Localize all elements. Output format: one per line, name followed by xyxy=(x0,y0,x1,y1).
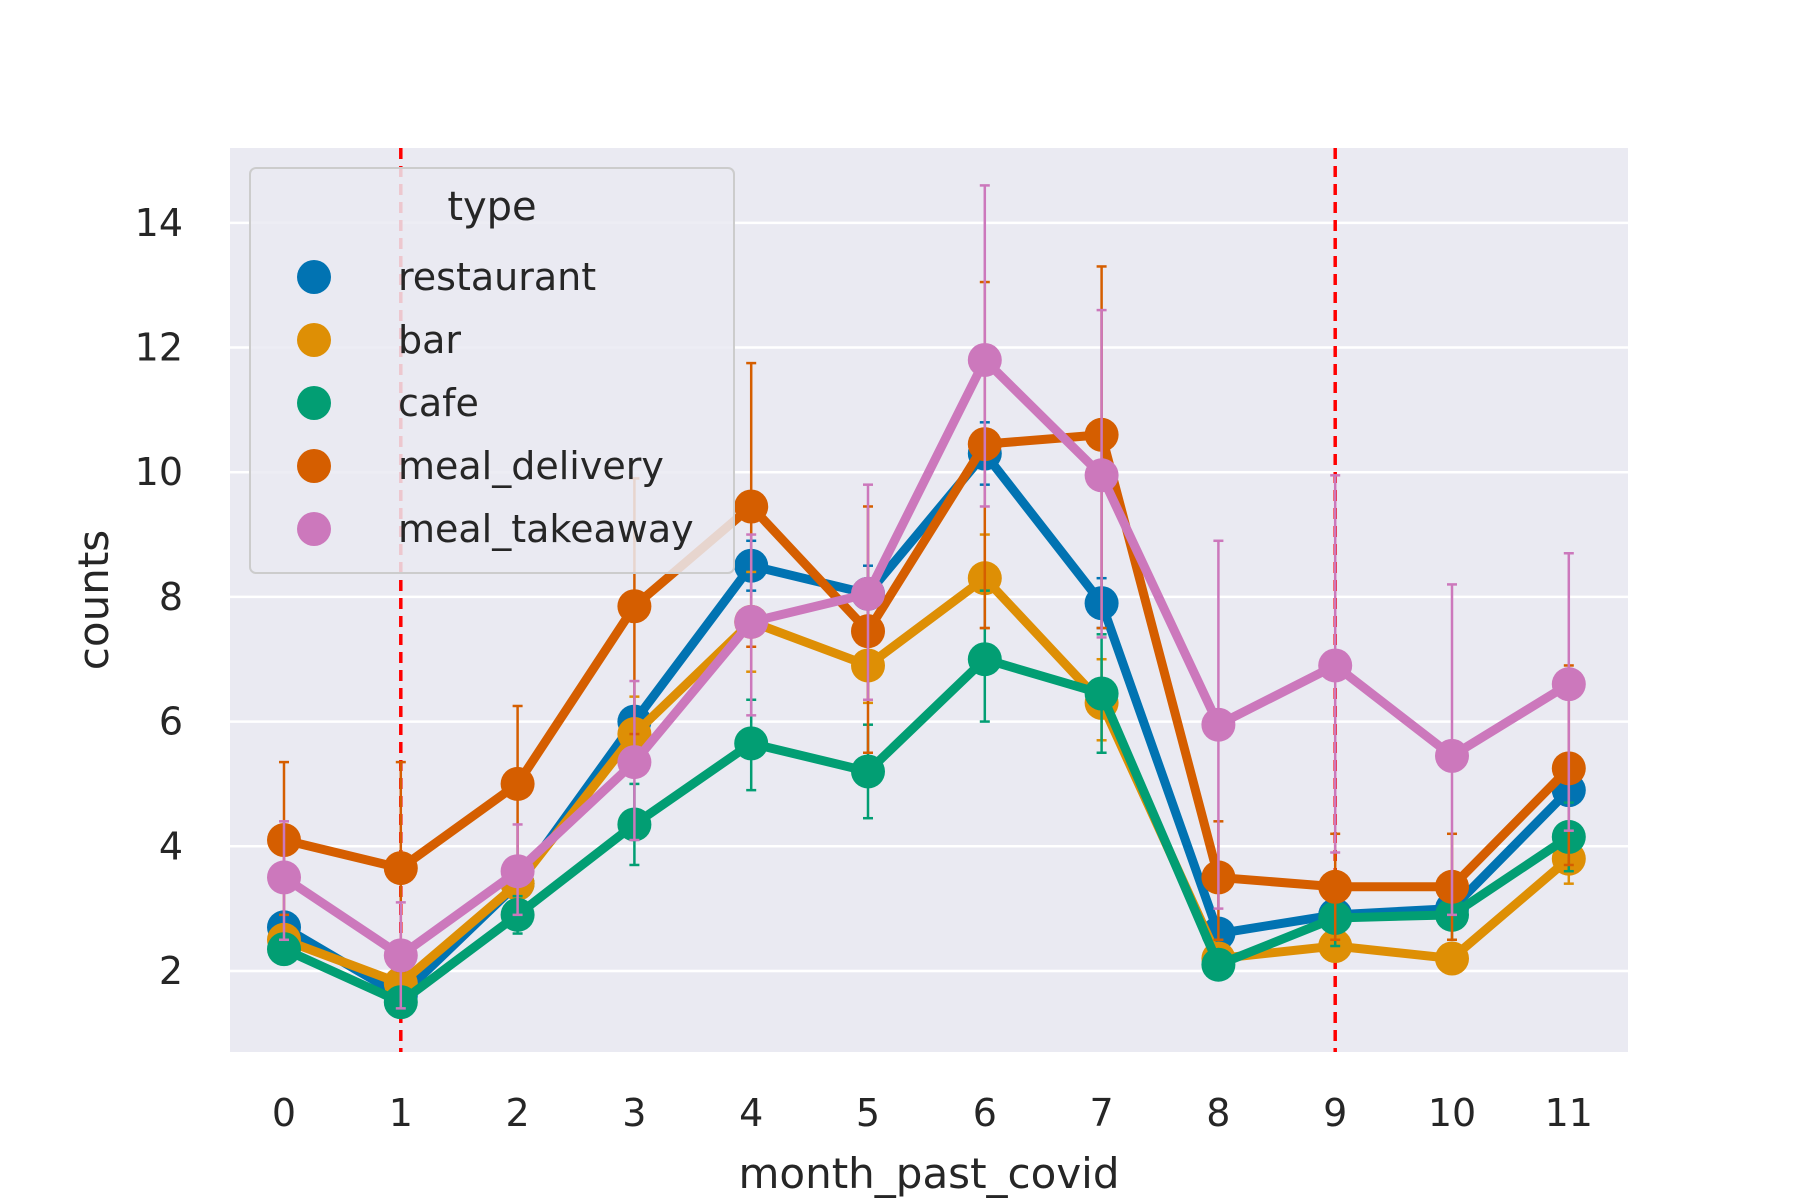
legend-label: restaurant xyxy=(398,255,596,299)
data-point xyxy=(500,854,535,889)
legend-label: cafe xyxy=(398,381,479,425)
y-tick-label: 14 xyxy=(135,201,183,245)
data-point xyxy=(1084,458,1119,493)
data-point xyxy=(1435,738,1469,773)
series-cafe xyxy=(267,589,1586,1020)
x-tick-label: 5 xyxy=(856,1091,880,1135)
legend-marker xyxy=(297,512,331,546)
legend-title: type xyxy=(447,184,536,230)
grid-lines xyxy=(230,221,1628,973)
data-point xyxy=(383,851,418,886)
x-tick-label: 2 xyxy=(506,1091,530,1135)
data-point xyxy=(617,589,652,624)
x-axis-label: month_past_covid xyxy=(738,1149,1119,1198)
series-line xyxy=(279,430,1574,892)
legend-marker xyxy=(297,386,331,420)
x-tick-labels: 0 1 2 3 4 5 6 7 8 9 10 11 xyxy=(272,1091,1593,1135)
legend: type restaurant bar cafe meal_delivery meal_… xyxy=(249,167,735,574)
data-point xyxy=(967,642,1002,677)
data-point xyxy=(851,576,885,611)
legend-marker xyxy=(297,323,331,357)
data-point xyxy=(1551,667,1586,702)
data-point xyxy=(1084,676,1119,711)
data-point xyxy=(1318,869,1353,904)
series-layer xyxy=(267,184,1586,1020)
data-point xyxy=(1435,941,1469,976)
series-meal_takeaway xyxy=(267,184,1586,1010)
x-tick-label: 7 xyxy=(1090,1091,1114,1135)
data-point xyxy=(500,766,535,801)
series-line xyxy=(279,654,1574,1007)
data-point xyxy=(734,489,769,524)
y-tick-label: 12 xyxy=(135,326,183,370)
series-line xyxy=(279,573,1574,988)
data-point xyxy=(851,754,885,789)
x-tick-label: 4 xyxy=(739,1091,763,1135)
legend-marker xyxy=(297,449,331,483)
data-point xyxy=(383,938,418,973)
data-point xyxy=(734,604,769,639)
y-tick-label: 6 xyxy=(159,700,183,744)
data-point xyxy=(967,342,1002,377)
x-tick-label: 11 xyxy=(1545,1091,1593,1135)
data-point xyxy=(267,860,301,895)
data-point xyxy=(617,745,652,780)
x-tick-label: 1 xyxy=(389,1091,413,1135)
data-point xyxy=(1201,707,1236,742)
y-tick-label: 10 xyxy=(135,450,183,494)
legend-label: meal_delivery xyxy=(398,444,664,488)
x-tick-label: 8 xyxy=(1206,1091,1230,1135)
y-tick-label: 8 xyxy=(159,575,183,619)
legend-box xyxy=(249,167,735,574)
legend-marker xyxy=(297,260,331,294)
data-point xyxy=(1201,947,1236,982)
x-tick-label: 9 xyxy=(1323,1091,1347,1135)
data-point xyxy=(1318,648,1353,683)
y-tick-label: 2 xyxy=(159,949,183,993)
y-tick-label: 4 xyxy=(159,824,183,868)
y-axis-label: counts xyxy=(69,530,118,670)
data-point xyxy=(267,932,301,967)
x-tick-label: 6 xyxy=(973,1091,997,1135)
y-tick-labels: 2 4 6 8 10 12 14 xyxy=(135,201,183,993)
legend-label: bar xyxy=(398,318,461,362)
data-point xyxy=(734,726,769,761)
x-tick-label: 0 xyxy=(272,1091,296,1135)
x-tick-label: 10 xyxy=(1428,1091,1476,1135)
series-line xyxy=(279,355,1574,960)
legend-label: meal_takeaway xyxy=(398,507,694,551)
x-tick-label: 3 xyxy=(622,1091,646,1135)
